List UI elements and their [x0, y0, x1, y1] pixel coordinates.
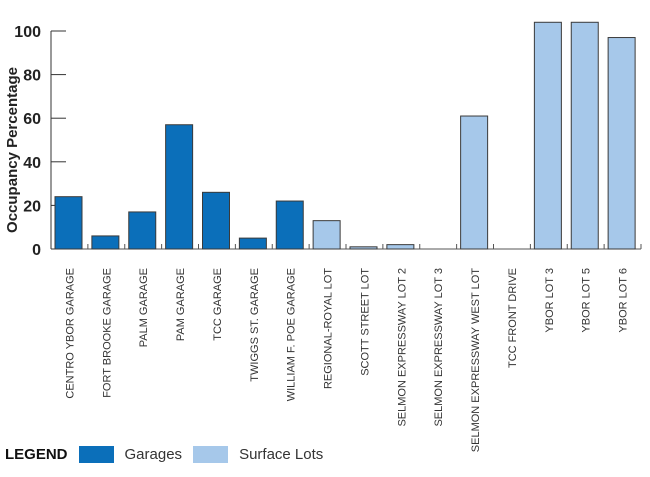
y-tick-label: 80	[23, 68, 41, 85]
x-tick-label: YBOR LOT 6	[618, 268, 630, 333]
x-tick-label: TCC GARAGE	[212, 268, 224, 341]
legend-title: LEGEND	[5, 445, 68, 463]
x-tick-label: SELMON EXPRESSWAY LOT 3	[433, 268, 445, 427]
bar	[238, 237, 267, 250]
legend: LEGEND Garages Surface Lots	[5, 444, 334, 464]
legend-label-garages: Garages	[124, 445, 183, 463]
bar	[312, 220, 341, 250]
legend-swatch-garages	[78, 445, 114, 463]
legend-swatch-surface-lots	[193, 445, 229, 463]
y-tick-label: 0	[32, 242, 41, 259]
bar	[349, 246, 378, 250]
x-tick-label: SELMON EXPRESSWAY LOT 2	[396, 268, 408, 427]
bar	[275, 200, 304, 250]
x-tick-label: PALM GARAGE	[138, 268, 150, 347]
x-tick-label: CENTRO YBOR GARAGE	[64, 268, 76, 399]
bar	[386, 244, 415, 250]
y-tick-label: 20	[23, 198, 41, 215]
x-tick-label: YBOR LOT 3	[544, 268, 556, 333]
x-tick-label: SCOTT STREET LOT	[359, 268, 371, 376]
x-tick-label: REGIONAL-ROYAL LOT	[323, 268, 335, 389]
y-tick-label: 60	[23, 111, 41, 128]
bar	[202, 191, 230, 250]
bar	[91, 235, 120, 250]
x-tick-label: SELMON EXPRESSWAY WEST LOT	[470, 268, 482, 452]
y-axis-label: Occupancy Percentage	[4, 67, 21, 233]
bar	[165, 124, 194, 250]
y-tick-label: 100	[14, 24, 41, 41]
bar	[570, 21, 599, 250]
y-tick-label: 40	[23, 155, 41, 172]
legend-label-surface-lots: Surface Lots	[239, 445, 324, 463]
bar	[54, 196, 83, 250]
bar	[460, 115, 489, 250]
bar	[533, 21, 562, 250]
x-tick-label: FORT BROOKE GARAGE	[101, 268, 113, 398]
x-tick-label: TCC FRONT DRIVE	[507, 268, 519, 368]
x-tick-label: PAM GARAGE	[175, 268, 187, 341]
x-tick-label: TWIGGS ST. GARAGE	[249, 268, 261, 382]
x-tick-label: WILLIAM F. POE GARAGE	[286, 268, 298, 401]
bar	[128, 211, 157, 250]
x-tick-label: YBOR LOT 5	[581, 268, 593, 333]
bar	[607, 37, 636, 250]
